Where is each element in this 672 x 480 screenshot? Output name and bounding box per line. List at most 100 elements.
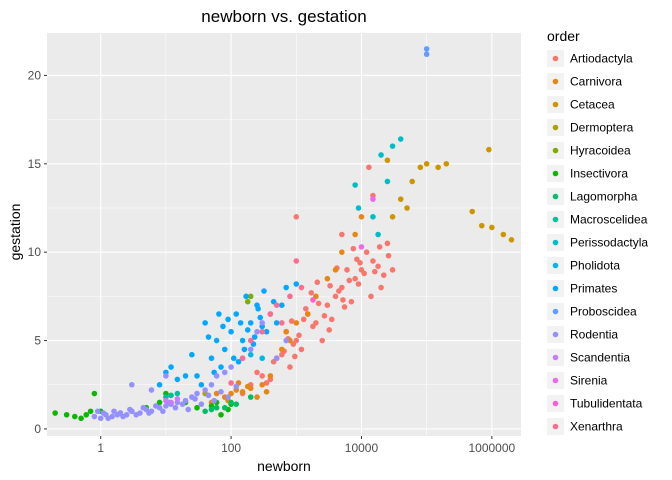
point-xenarthra: [259, 328, 265, 335]
legend-swatch-carnivora: [552, 78, 559, 85]
point-rodentia: [202, 387, 208, 393]
legend-swatch-perissodactyla: [552, 239, 559, 246]
point-rodentia: [105, 415, 111, 422]
point-perissodactyla: [389, 143, 396, 149]
point-primates: [202, 320, 208, 326]
legend-swatch-artiodactyla: [552, 55, 559, 62]
point-artiodactyla: [352, 275, 358, 282]
point-artiodactyla: [371, 268, 378, 275]
point-carnivora: [263, 389, 270, 395]
legend-label-insectivora: Insectivora: [570, 167, 628, 181]
point-artiodactyla: [319, 337, 326, 344]
y-axis-ticks: 0 5 10 15 20: [28, 68, 47, 436]
point-insectivora: [63, 411, 70, 418]
legend-label-tubulidentata: Tubulidentata: [570, 397, 643, 411]
point-primates: [233, 311, 240, 317]
point-rodentia: [211, 397, 217, 404]
point-tubulidentata: [310, 297, 316, 303]
point-rodentia: [146, 410, 152, 416]
point-perissodactyla: [375, 231, 381, 238]
point-artiodactyla: [259, 373, 265, 379]
point-perissodactyla: [384, 178, 391, 185]
point-artiodactyla: [366, 164, 372, 171]
point-perissodactyla: [352, 182, 358, 188]
point-rodentia: [179, 401, 186, 407]
legend-swatch-lagomorpha: [552, 193, 559, 200]
point-rodentia: [114, 411, 121, 418]
point-artiodactyla: [350, 245, 357, 252]
y-tick-label: 15: [28, 157, 42, 171]
point-primates: [293, 281, 300, 287]
point-carnivora: [239, 389, 246, 395]
point-primates: [279, 302, 285, 309]
point-sirenia: [370, 196, 376, 202]
point-artiodactyla: [375, 263, 381, 270]
point-carnivora: [304, 311, 311, 317]
point-insectivora: [71, 413, 78, 420]
point-cetacea: [443, 161, 450, 167]
point-rodentia: [111, 408, 117, 415]
point-pholidota: [259, 355, 265, 362]
point-primates: [261, 288, 267, 294]
point-carnivora: [279, 346, 285, 353]
point-artiodactyla: [344, 267, 350, 273]
point-artiodactyla: [370, 258, 376, 264]
legend-label-primates: Primates: [570, 282, 617, 296]
point-carnivora: [254, 394, 260, 400]
point-rodentia: [205, 392, 212, 399]
point-artiodactyla: [254, 369, 260, 376]
point-rodentia: [283, 337, 289, 344]
point-rodentia: [225, 394, 231, 400]
legend-label-scandentia: Scandentia: [570, 351, 630, 365]
legend-label-dermoptera: Dermoptera: [570, 121, 634, 135]
point-primates: [198, 381, 205, 388]
point-primates: [174, 376, 181, 383]
point-primates: [218, 364, 224, 370]
y-tick-label: 5: [34, 334, 41, 348]
point-artiodactyla: [361, 270, 367, 277]
point-primates: [221, 346, 228, 353]
legend-swatch-insectivora: [552, 170, 559, 177]
point-primates: [255, 305, 261, 312]
point-primates: [251, 334, 258, 340]
legend-swatch-tubulidentata: [552, 400, 559, 407]
point-macroscelidea: [168, 392, 174, 399]
x-tick-label: 100: [221, 441, 241, 455]
y-axis-title: gestation: [7, 204, 23, 261]
point-rodentia: [129, 381, 135, 388]
point-artiodactyla: [376, 244, 383, 250]
point-primates: [243, 293, 249, 300]
point-cetacea: [508, 237, 515, 243]
point-artiodactyla: [290, 341, 297, 347]
point-rodentia: [185, 406, 192, 413]
point-artiodactyla: [315, 300, 322, 307]
point-artiodactyla: [368, 293, 374, 300]
point-artiodactyla: [287, 364, 293, 370]
point-carnivora: [267, 373, 274, 379]
point-artiodactyla: [336, 288, 342, 294]
legend-title: order: [547, 28, 580, 44]
point-rodentia: [221, 369, 228, 376]
point-rodentia: [94, 408, 101, 415]
point-perissodactyla: [397, 136, 404, 142]
point-xenarthra: [298, 284, 305, 291]
point-rodentia: [228, 364, 234, 370]
legend-label-artiodactyla: Artiodactyla: [570, 52, 633, 66]
legend-label-rodentia: Rodentia: [570, 328, 618, 342]
point-primates: [273, 320, 280, 326]
point-lagomorpha: [213, 404, 220, 411]
legend-label-proboscidea: Proboscidea: [570, 305, 637, 319]
point-artiodactyla: [314, 279, 321, 286]
point-artiodactyla: [263, 380, 270, 386]
point-artiodactyla: [346, 277, 353, 284]
point-scandentia: [163, 397, 169, 404]
point-artiodactyla: [341, 304, 348, 310]
point-insectivora: [91, 390, 98, 397]
point-artiodactyla: [348, 298, 355, 305]
point-lagomorpha: [221, 404, 228, 411]
point-artiodactyla: [339, 231, 345, 238]
point-insectivora: [83, 411, 90, 418]
point-artiodactyla: [378, 284, 384, 291]
point-cetacea: [417, 164, 424, 171]
